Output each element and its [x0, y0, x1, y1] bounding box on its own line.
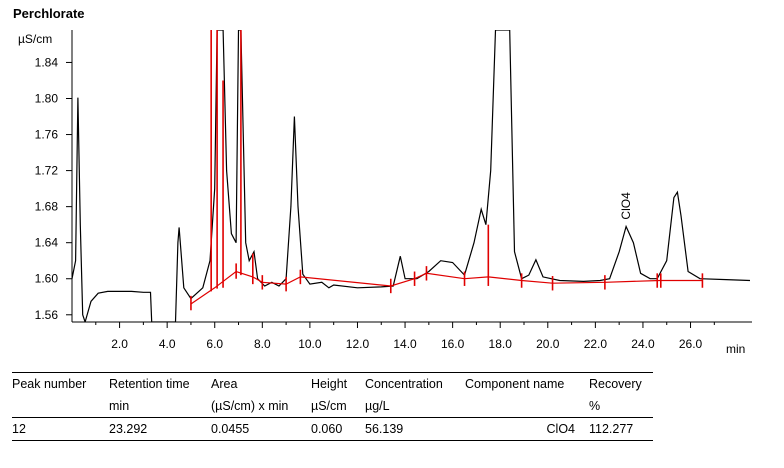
unit-height: µS/cm [311, 399, 347, 413]
table-row: 12 23.292 0.0455 0.060 56.139 ClO4 112.2… [12, 417, 653, 441]
unit-concentration: µg/L [365, 399, 390, 413]
y-tick-label: 1.60 [35, 272, 59, 286]
integration-baseline [190, 270, 703, 305]
chromatogram-chart: Perchlorate µS/cm min 1.561.601.641.681.… [13, 6, 752, 356]
y-tick-label: 1.68 [35, 200, 59, 214]
chart-title: Perchlorate [13, 6, 85, 21]
cell-retention-time: 23.292 [109, 417, 211, 441]
chromatogram-trace-0 [72, 30, 751, 322]
plot-area: ClO4 [72, 30, 751, 322]
cell-area: 0.0455 [211, 417, 311, 441]
header-retention-time: Retention time [109, 372, 211, 395]
x-axis-label: min [726, 342, 745, 356]
x-tick-label: 18.0 [489, 337, 513, 351]
unit-area: (µS/cm) x min [211, 399, 289, 413]
x-tick-label: 10.0 [298, 337, 322, 351]
unit-recovery: % [589, 399, 601, 413]
x-tick-label: 24.0 [631, 337, 655, 351]
cell-component-name: ClO4 [465, 417, 589, 441]
unit-retention-time: min [109, 399, 130, 413]
header-component-name: Component name [465, 372, 589, 395]
x-tick-label: 16.0 [441, 337, 465, 351]
y-tick-label: 1.64 [35, 236, 59, 250]
y-tick-label: 1.56 [35, 308, 59, 322]
x-axis-ticks: 2.0 4.0 6.0 8.0 10.0 12.0 14.0 16.0 18.0 20.0 22.0… [95, 322, 715, 351]
x-tick-label: 20.0 [536, 337, 560, 351]
y-tick-label: 1.84 [35, 55, 59, 69]
x-tick-label: 14.0 [393, 337, 417, 351]
header-peak-number: Peak number [12, 372, 109, 395]
x-tick-label: 6.0 [206, 337, 223, 351]
y-tick-label: 1.80 [35, 91, 59, 105]
table-units-row: min (µS/cm) x min µS/cm µg/L % [12, 395, 653, 418]
table-header-row: Peak number Retention time Area Height C… [12, 372, 653, 395]
x-tick-label: 22.0 [584, 337, 608, 351]
x-tick-label: 8.0 [254, 337, 271, 351]
x-tick-label: 2.0 [111, 337, 128, 351]
header-height: Height [311, 372, 365, 395]
y-axis-ticks: 1.56 1.60 1.64 1.68 1.72 1.76 1.80 1.84 [35, 55, 72, 322]
x-tick-label: 4.0 [159, 337, 176, 351]
cell-height: 0.060 [311, 417, 365, 441]
header-area: Area [211, 372, 311, 395]
y-tick-label: 1.76 [35, 128, 59, 142]
unit-peak-number [12, 395, 109, 418]
cell-peak-number: 12 [12, 417, 109, 441]
peak-annotation: ClO4 [619, 192, 633, 220]
header-concentration: Concentration [365, 372, 465, 395]
unit-component-name [465, 395, 589, 418]
y-axis-label: µS/cm [18, 32, 52, 46]
y-tick-label: 1.72 [35, 164, 59, 178]
header-recovery: Recovery [589, 372, 653, 395]
cell-concentration: 56.139 [365, 417, 465, 441]
results-table: Peak number Retention time Area Height C… [12, 372, 653, 441]
x-tick-label: 12.0 [346, 337, 370, 351]
cell-recovery: 112.277 [589, 417, 653, 441]
x-tick-label: 26.0 [679, 337, 703, 351]
